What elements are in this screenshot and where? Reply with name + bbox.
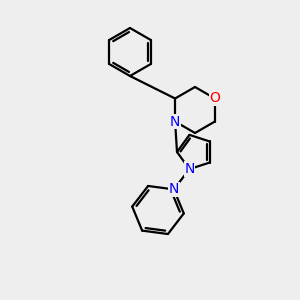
Text: N: N	[170, 115, 180, 128]
Text: N: N	[169, 182, 179, 197]
Text: O: O	[209, 92, 220, 106]
Text: N: N	[184, 162, 195, 176]
